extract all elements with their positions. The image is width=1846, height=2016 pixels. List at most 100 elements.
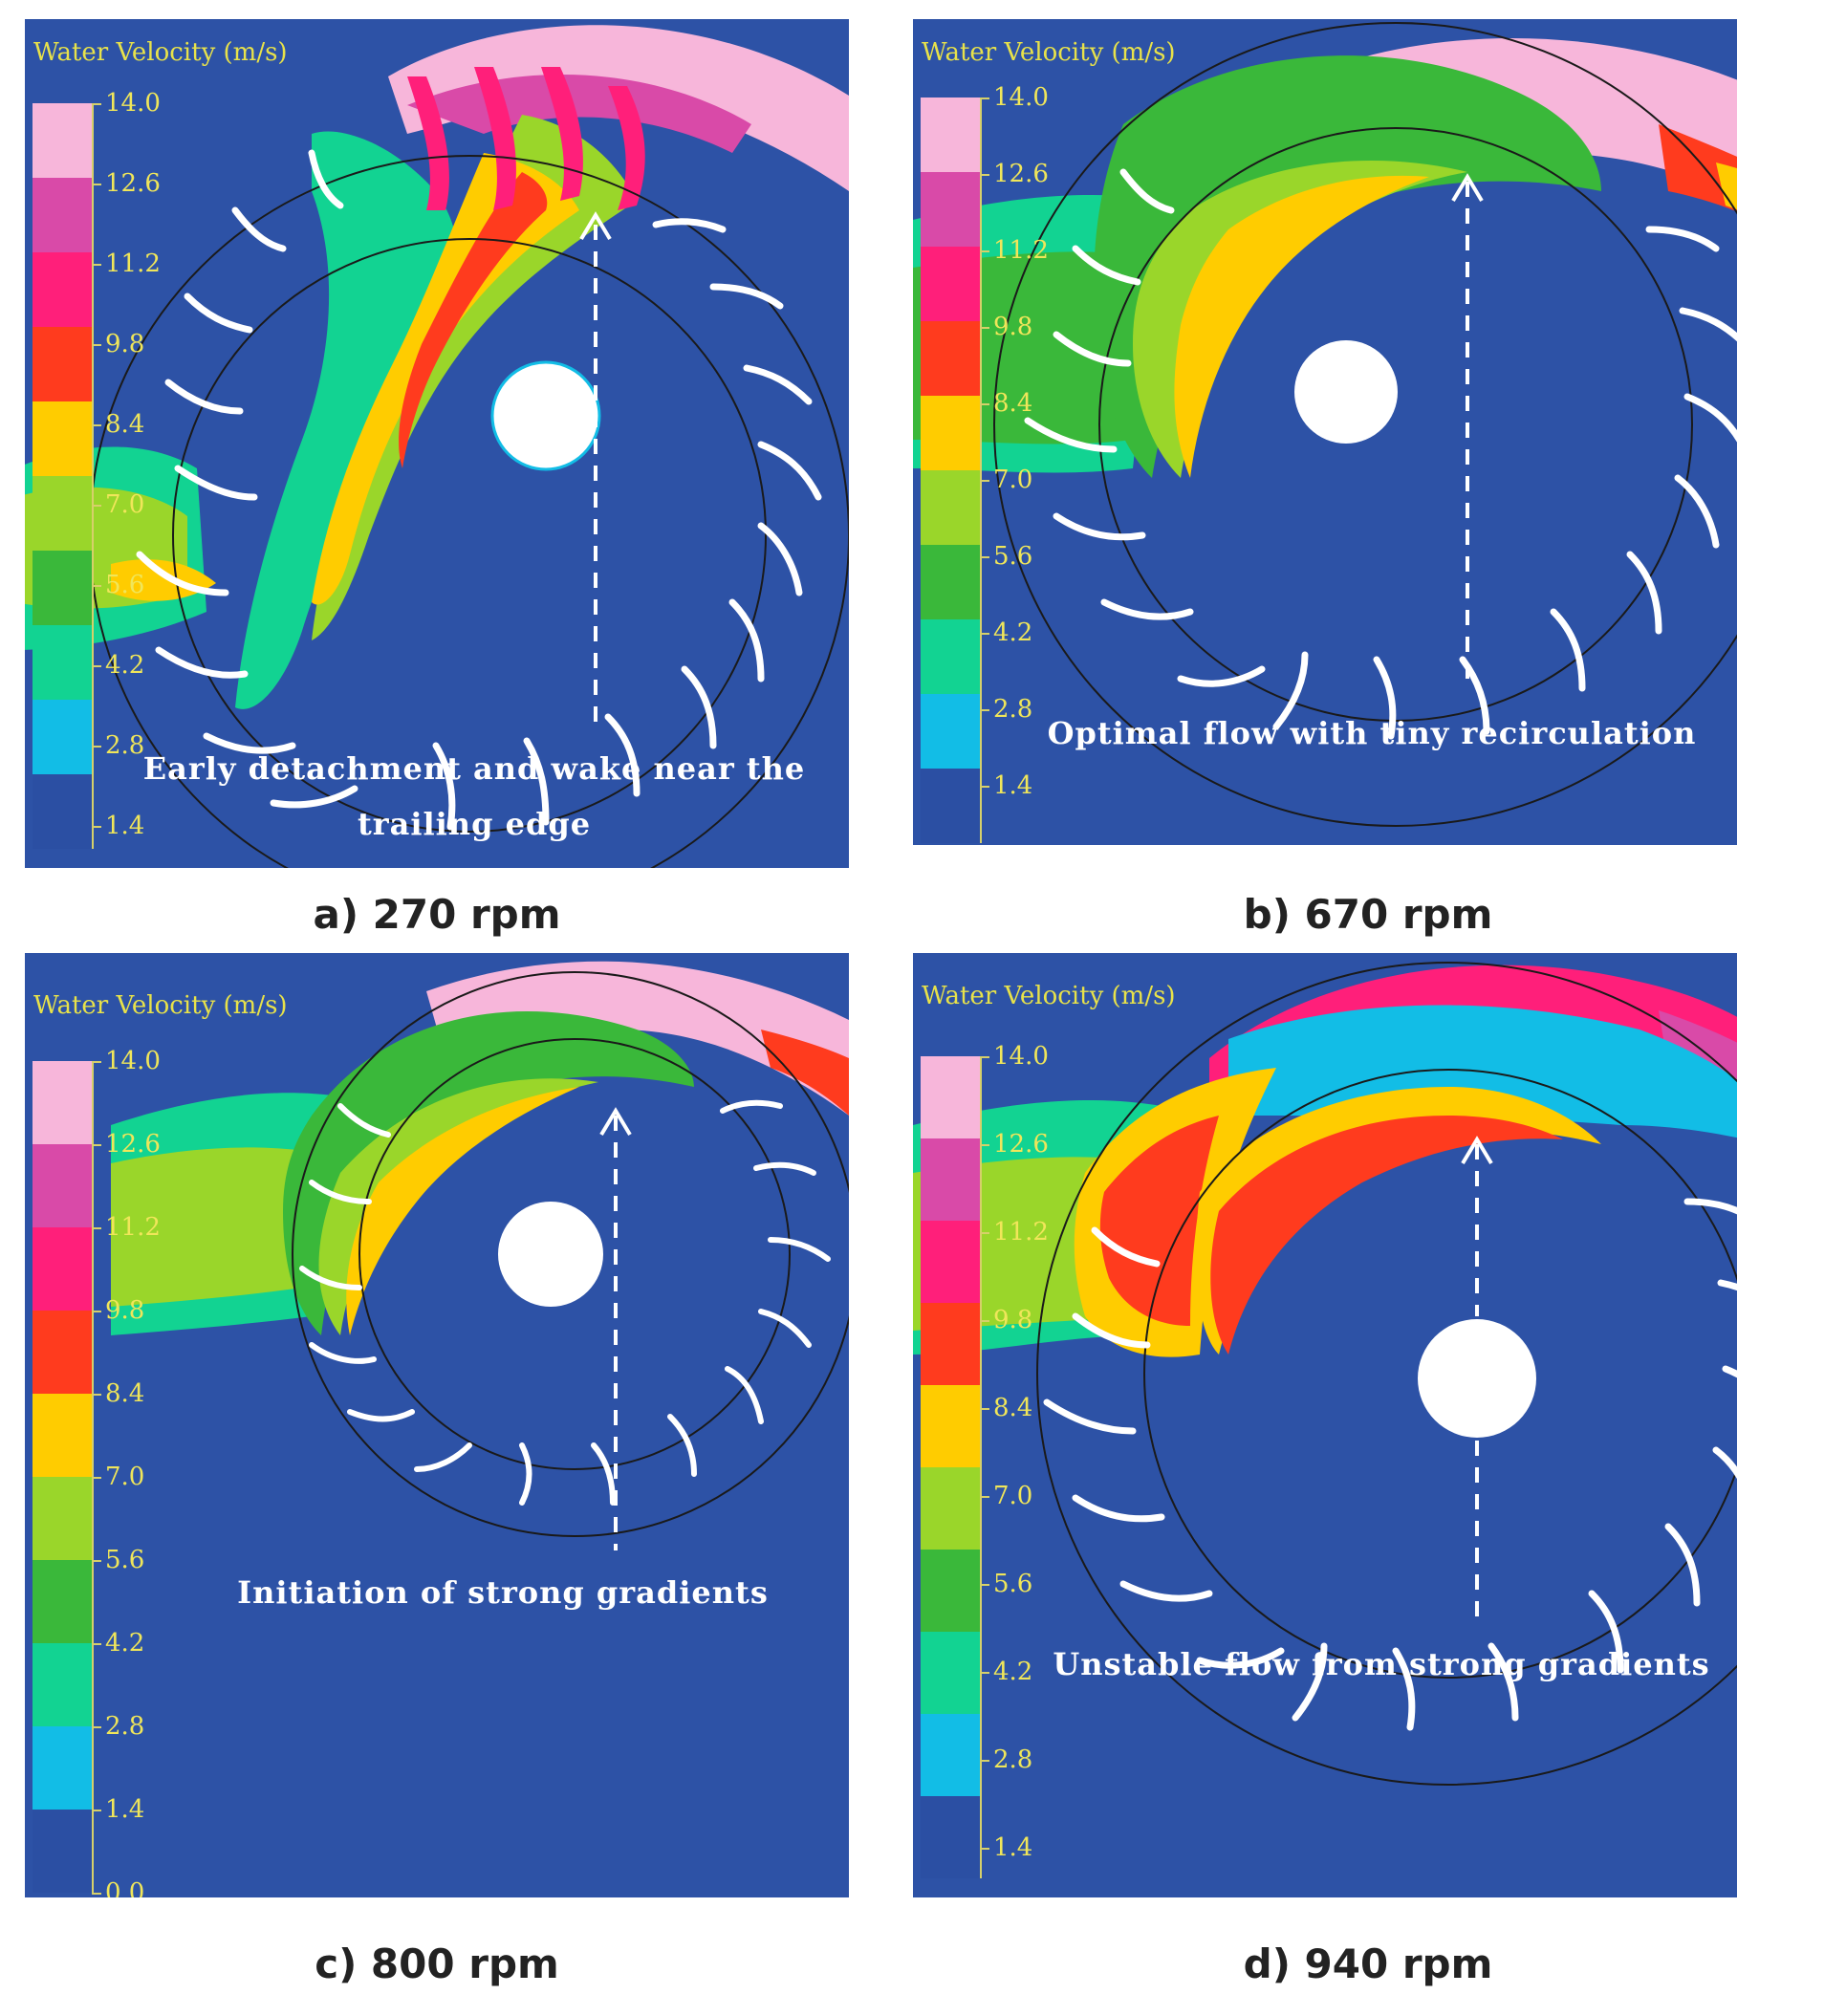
legend-tick-label: 0.0	[105, 1878, 145, 1897]
rotor-entry-red	[1099, 1116, 1219, 1326]
legend-tick-label: 7.0	[105, 1463, 145, 1491]
rotor-jet-yellow	[1174, 175, 1429, 478]
legend-color-step	[33, 625, 94, 700]
contour-panel-a: Water Velocity (m/s) Early detachment an…	[25, 19, 849, 868]
legend-tick-label: 2.8	[993, 1745, 1033, 1774]
legend-tick-label: 1.4	[105, 812, 145, 840]
legend-tick-mark	[92, 103, 101, 105]
up-arrow-icon	[579, 211, 612, 241]
legend-color-step	[33, 1643, 94, 1726]
legend-title: Water Velocity (m/s)	[33, 38, 288, 67]
legend-tick-mark	[92, 746, 101, 748]
legend-tick-label: 7.0	[993, 1482, 1033, 1510]
caption-c: c) 800 rpm	[315, 1940, 559, 1987]
outlet-flow-yellow	[1716, 163, 1737, 210]
caption-d: d) 940 rpm	[1243, 1940, 1493, 1987]
legend-tick-label: 2.8	[105, 731, 145, 760]
inlet-jet-core	[111, 559, 216, 601]
legend-color-step	[921, 172, 982, 247]
rotor-inner-circle	[1143, 1069, 1737, 1679]
legend-tick-mark	[92, 1144, 101, 1146]
legend-tick-label: 14.0	[993, 83, 1049, 112]
rotor-outer-circle	[1036, 962, 1737, 1786]
turbine-blades	[1024, 168, 1737, 740]
legend-tick-label: 12.6	[993, 1130, 1049, 1159]
legend-color-step	[921, 1303, 982, 1385]
rotor-jet-red	[399, 172, 548, 468]
annotation-text: Unstable flow from strong gradients	[1028, 1637, 1735, 1692]
legend-tick-mark	[980, 98, 989, 99]
legend-title: Water Velocity (m/s)	[922, 38, 1176, 67]
legend-color-step	[921, 1714, 982, 1796]
legend-color-step	[33, 1227, 94, 1311]
legend-tick-label: 12.6	[105, 169, 161, 198]
rotor-jet-lightgreen	[1133, 161, 1467, 478]
legend-color-step	[921, 619, 982, 694]
legend-tick-mark	[92, 826, 101, 828]
legend-tick-mark	[980, 480, 989, 482]
turbine-blades	[136, 149, 822, 831]
legend-color-step	[33, 1144, 94, 1227]
legend-color-step	[921, 1550, 982, 1632]
legend-color-step	[33, 774, 94, 849]
legend-tick-label: 11.2	[993, 1218, 1049, 1246]
legend-tick-mark	[980, 1144, 989, 1146]
legend-tick-mark	[980, 174, 989, 176]
rotor-jet-yellow	[312, 153, 579, 605]
casing-flow-pink	[388, 25, 849, 191]
legend-tick-label: 8.4	[105, 1379, 145, 1408]
legend-tick-label: 14.0	[993, 1042, 1049, 1071]
up-arrow-icon	[1451, 173, 1484, 203]
legend-tick-label: 4.2	[993, 1658, 1033, 1686]
legend-tick-label: 7.0	[105, 490, 145, 519]
legend-color-step	[921, 769, 982, 843]
legend-color-step	[921, 1056, 982, 1138]
legend-color-step	[921, 1632, 982, 1714]
legend-tick-mark	[980, 1848, 989, 1850]
legend-tick-label: 2.8	[105, 1712, 145, 1741]
legend-tick-label: 8.4	[105, 410, 145, 439]
legend-title: Water Velocity (m/s)	[922, 982, 1176, 1010]
legend-color-step	[921, 98, 982, 172]
legend-tick-mark	[92, 665, 101, 667]
outlet-flow-red	[761, 1030, 849, 1116]
legend-color-step	[921, 1385, 982, 1467]
legend-tick-label: 1.4	[993, 1833, 1033, 1862]
rotor-shaft-hub	[498, 1202, 603, 1307]
annotation-text: Early detachment and wake near the trail…	[140, 741, 809, 852]
legend-tick-mark	[92, 424, 101, 426]
legend-color-step	[921, 247, 982, 321]
legend-color-step	[33, 252, 94, 327]
rotor-outer-circle	[993, 22, 1737, 827]
legend-tick-mark	[92, 1394, 101, 1396]
legend-tick-mark	[980, 1408, 989, 1410]
legend-tick-label: 8.4	[993, 389, 1033, 418]
legend-color-step	[921, 545, 982, 619]
rotor-outer-circle	[292, 971, 849, 1537]
up-arrow-icon	[599, 1107, 632, 1137]
legend-color-step	[33, 700, 94, 774]
legend-color-step	[33, 1311, 94, 1394]
legend-tick-mark	[980, 1584, 989, 1586]
legend-tick-label: 2.8	[993, 695, 1033, 724]
rotor-jet-green	[312, 115, 637, 640]
legend-color-step	[33, 401, 94, 476]
legend-tick-label: 14.0	[105, 1047, 161, 1075]
turbine-blades	[1043, 1198, 1737, 1731]
legend-tick-mark	[980, 709, 989, 711]
legend-color-bar	[921, 98, 982, 843]
caption-b: b) 670 rpm	[1243, 891, 1493, 938]
legend-tick-mark	[92, 1726, 101, 1728]
legend-tick-label: 12.6	[993, 160, 1049, 188]
up-arrow-icon	[1461, 1136, 1493, 1165]
annotation-line-1: Early detachment and wake near the	[142, 750, 806, 787]
legend-color-step	[921, 1796, 982, 1878]
legend-tick-label: 1.4	[993, 771, 1033, 800]
legend-tick-label: 9.8	[105, 330, 145, 358]
legend-color-bar	[33, 103, 94, 849]
rotor-shaft-hub	[1294, 340, 1398, 444]
legend-color-step	[921, 470, 982, 545]
annotation-line-1: Initiation of strong gradients	[237, 1574, 769, 1611]
contour-panel-c: Water Velocity (m/s) Initiation of stron…	[25, 953, 849, 1897]
legend-tick-mark	[92, 1311, 101, 1312]
